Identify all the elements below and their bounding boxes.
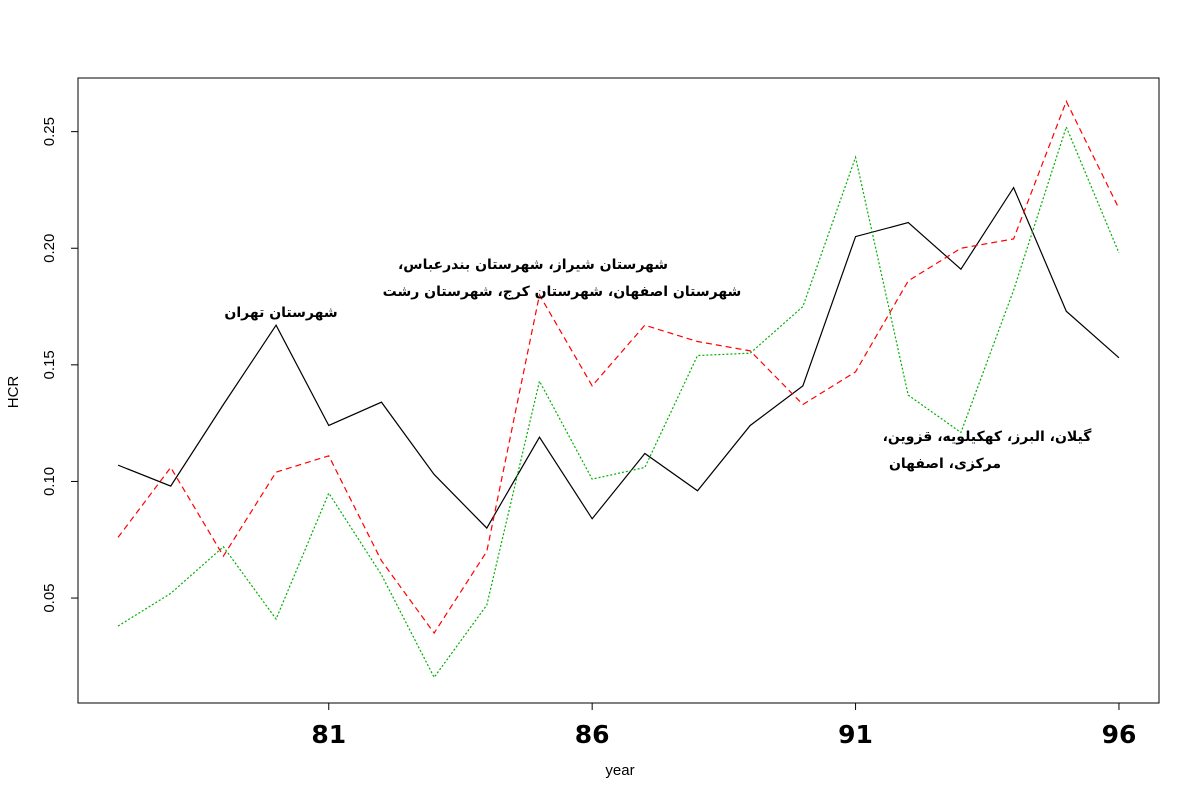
x-tick-label: 81 — [311, 720, 346, 749]
annotation: شهرستان تهران — [224, 305, 337, 321]
series-line — [117, 186, 1120, 530]
series-line — [117, 99, 1120, 635]
y-tick-label: 0.25 — [41, 117, 58, 146]
x-tick-label: 86 — [575, 720, 610, 749]
y-tick-label: 0.10 — [41, 467, 58, 496]
x-tick-label: 96 — [1102, 720, 1137, 749]
series-line — [117, 125, 1120, 679]
x-tick-label: 91 — [838, 720, 873, 749]
x-axis-label: year — [605, 762, 634, 779]
y-axis-label: HCR — [5, 376, 22, 409]
annotation: گیلان، البرز، کهکیلویه، قزوین، — [883, 428, 1093, 445]
annotation: شهرستان اصفهان، شهرستان کرج، شهرستان رشت — [383, 284, 742, 300]
y-tick-label: 0.15 — [41, 350, 58, 379]
annotation: شهرستان شیراز، شهرستان بندرعباس، — [398, 257, 668, 273]
plot-frame — [77, 77, 1160, 704]
annotation: مرکزی، اصفهان — [889, 456, 1001, 472]
y-tick-label: 0.20 — [41, 234, 58, 263]
y-tick-label: 0.05 — [41, 583, 58, 612]
